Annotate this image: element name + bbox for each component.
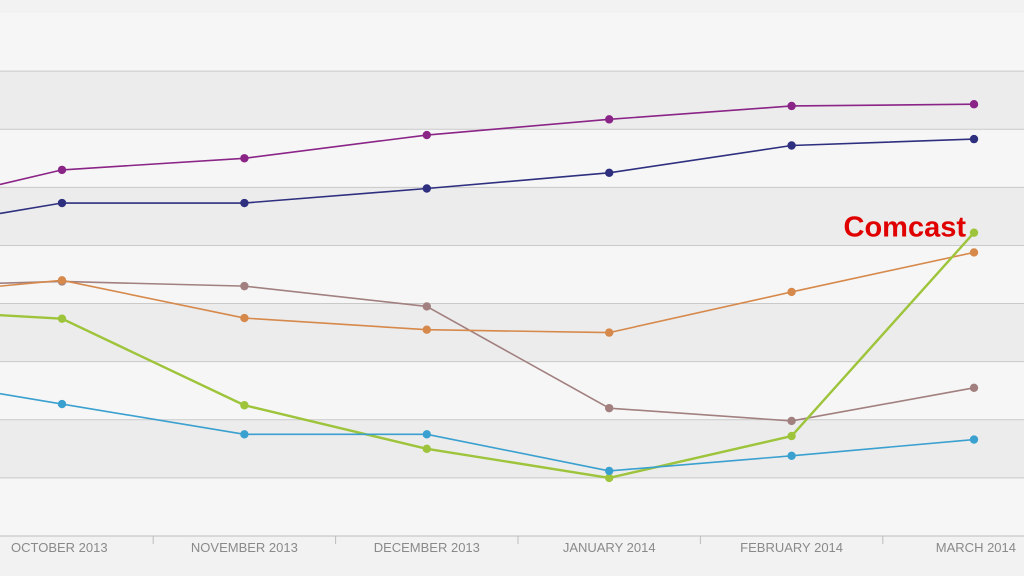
data-point-purple xyxy=(422,130,431,140)
data-point-orange xyxy=(422,325,431,334)
background-band xyxy=(0,129,1024,188)
data-point-brown xyxy=(240,281,249,291)
x-tick-label: DECEMBER 2013 xyxy=(374,540,480,555)
data-point-navy xyxy=(422,184,431,193)
x-tick-label: NOVEMBER 2013 xyxy=(191,540,298,555)
data-point-orange xyxy=(57,276,67,285)
data-point-brown xyxy=(422,302,431,311)
x-tick-label: OCTOBER 2013 xyxy=(11,540,108,555)
data-point-blue xyxy=(422,430,431,439)
data-point-blue xyxy=(240,430,249,439)
x-tick-label: FEBRUARY 2014 xyxy=(740,540,843,555)
data-point-orange xyxy=(969,248,979,257)
data-point-green xyxy=(57,314,67,323)
data-point-brown xyxy=(605,403,614,413)
annotations: Comcast xyxy=(844,212,967,244)
data-point-blue xyxy=(605,466,614,476)
data-point-purple xyxy=(969,100,979,109)
data-point-purple xyxy=(605,115,614,124)
background-band xyxy=(0,13,1024,72)
data-point-purple xyxy=(240,154,249,163)
data-point-navy xyxy=(787,141,796,150)
data-point-blue xyxy=(57,399,67,409)
background-band xyxy=(0,303,1024,362)
data-point-brown xyxy=(787,416,796,426)
background-band xyxy=(0,71,1024,130)
background-band xyxy=(0,477,1024,536)
data-point-navy xyxy=(240,198,249,208)
data-point-blue xyxy=(787,451,796,461)
background-band xyxy=(0,419,1024,478)
x-tick-label: JANUARY 2014 xyxy=(563,540,656,555)
data-point-green xyxy=(605,473,614,483)
data-point-navy xyxy=(57,198,67,208)
background-band xyxy=(0,245,1024,304)
background-band xyxy=(0,187,1024,246)
data-point-orange xyxy=(605,328,614,337)
x-tick-label: MARCH 2014 xyxy=(936,540,1016,555)
data-point-brown xyxy=(969,383,979,393)
background-band xyxy=(0,361,1024,420)
data-point-navy xyxy=(969,134,979,144)
data-point-orange xyxy=(240,313,249,323)
annotation-label: Comcast xyxy=(844,212,967,244)
data-point-navy xyxy=(605,168,614,178)
x-axis: OCTOBER 2013 NOVEMBER 2013 DECEMBER 2013 JA… xyxy=(11,536,1016,555)
data-point-green xyxy=(240,401,249,410)
data-point-purple xyxy=(787,101,796,111)
data-point-orange xyxy=(787,287,796,297)
data-point-purple xyxy=(57,165,67,175)
data-point-green xyxy=(422,444,431,454)
series-points xyxy=(57,100,979,483)
data-point-green xyxy=(969,228,979,237)
chart-background-bands xyxy=(0,13,1024,536)
data-point-green xyxy=(787,431,796,441)
data-point-blue xyxy=(969,435,979,444)
